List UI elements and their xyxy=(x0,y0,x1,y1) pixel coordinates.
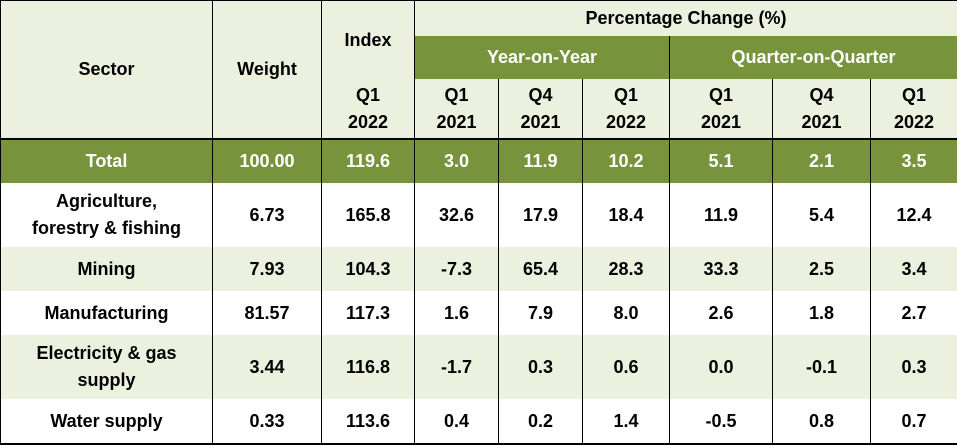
cell-weight: 100.00 xyxy=(213,139,322,183)
cell-yoy-q1-2022: 1.4 xyxy=(583,399,670,444)
cell-index: 119.6 xyxy=(322,139,415,183)
cell-yoy-q1-2021: 32.6 xyxy=(415,183,499,247)
header-index: Index xyxy=(322,1,415,80)
table-row-total: Total 100.00 119.6 3.0 11.9 10.2 5.1 2.1… xyxy=(1,139,957,183)
cell-weight: 3.44 xyxy=(213,335,322,399)
cell-sector: Mining xyxy=(1,247,213,291)
cell-qoq-q1-2022: 12.4 xyxy=(871,183,957,247)
cell-yoy-q1-2022: 28.3 xyxy=(583,247,670,291)
cell-qoq-q1-2022: 3.5 xyxy=(871,139,957,183)
cell-sector: Agriculture,forestry & fishing xyxy=(1,183,213,247)
cell-weight: 81.57 xyxy=(213,291,322,335)
cell-weight: 7.93 xyxy=(213,247,322,291)
cell-qoq-q1-2021: -0.5 xyxy=(670,399,773,444)
table-row: Water supply 0.33 113.6 0.4 0.2 1.4 -0.5… xyxy=(1,399,957,444)
cell-qoq-q4-2021: 0.8 xyxy=(773,399,871,444)
cell-yoy-q4-2021: 11.9 xyxy=(499,139,583,183)
cell-yoy-q1-2021: -7.3 xyxy=(415,247,499,291)
cell-qoq-q4-2021: 2.1 xyxy=(773,139,871,183)
cell-sector: Manufacturing xyxy=(1,291,213,335)
cell-qoq-q1-2022: 0.3 xyxy=(871,335,957,399)
cell-sector: Water supply xyxy=(1,399,213,444)
cell-qoq-q1-2022: 3.4 xyxy=(871,247,957,291)
cell-yoy-q1-2021: 0.4 xyxy=(415,399,499,444)
table-row: Agriculture,forestry & fishing 6.73 165.… xyxy=(1,183,957,247)
cell-qoq-q1-2021: 11.9 xyxy=(670,183,773,247)
cell-qoq-q1-2022: 0.7 xyxy=(871,399,957,444)
header-year-on-year: Year-on-Year xyxy=(415,36,670,79)
cell-yoy-q4-2021: 7.9 xyxy=(499,291,583,335)
header-percentage-change: Percentage Change (%) xyxy=(415,1,957,37)
cell-qoq-q4-2021: 1.8 xyxy=(773,291,871,335)
cell-yoy-q1-2022: 0.6 xyxy=(583,335,670,399)
table-row: Manufacturing 81.57 117.3 1.6 7.9 8.0 2.… xyxy=(1,291,957,335)
header-sector: Sector xyxy=(1,1,213,140)
cell-yoy-q4-2021: 65.4 xyxy=(499,247,583,291)
cell-qoq-q1-2021: 0.0 xyxy=(670,335,773,399)
cell-index: 116.8 xyxy=(322,335,415,399)
cell-yoy-q4-2021: 0.3 xyxy=(499,335,583,399)
cell-yoy-q4-2021: 17.9 xyxy=(499,183,583,247)
cell-index: 104.3 xyxy=(322,247,415,291)
cell-yoy-q1-2021: 1.6 xyxy=(415,291,499,335)
cell-qoq-q4-2021: 5.4 xyxy=(773,183,871,247)
cell-qoq-q1-2022: 2.7 xyxy=(871,291,957,335)
cell-yoy-q1-2022: 8.0 xyxy=(583,291,670,335)
cell-qoq-q1-2021: 2.6 xyxy=(670,291,773,335)
cell-yoy-q1-2021: -1.7 xyxy=(415,335,499,399)
cell-yoy-q1-2022: 10.2 xyxy=(583,139,670,183)
cell-index: 165.8 xyxy=(322,183,415,247)
cell-qoq-q4-2021: -0.1 xyxy=(773,335,871,399)
cell-index: 113.6 xyxy=(322,399,415,444)
cell-yoy-q1-2022: 18.4 xyxy=(583,183,670,247)
cell-qoq-q1-2021: 33.3 xyxy=(670,247,773,291)
header-quarter-on-quarter: Quarter-on-Quarter xyxy=(670,36,957,79)
cell-qoq-q1-2021: 5.1 xyxy=(670,139,773,183)
cell-yoy-q4-2021: 0.2 xyxy=(499,399,583,444)
cell-weight: 6.73 xyxy=(213,183,322,247)
cell-weight: 0.33 xyxy=(213,399,322,444)
cell-qoq-q4-2021: 2.5 xyxy=(773,247,871,291)
cell-index: 117.3 xyxy=(322,291,415,335)
cell-yoy-q1-2021: 3.0 xyxy=(415,139,499,183)
header-weight: Weight xyxy=(213,1,322,140)
table-row: Mining 7.93 104.3 -7.3 65.4 28.3 33.3 2.… xyxy=(1,247,957,291)
cell-sector: Total xyxy=(1,139,213,183)
